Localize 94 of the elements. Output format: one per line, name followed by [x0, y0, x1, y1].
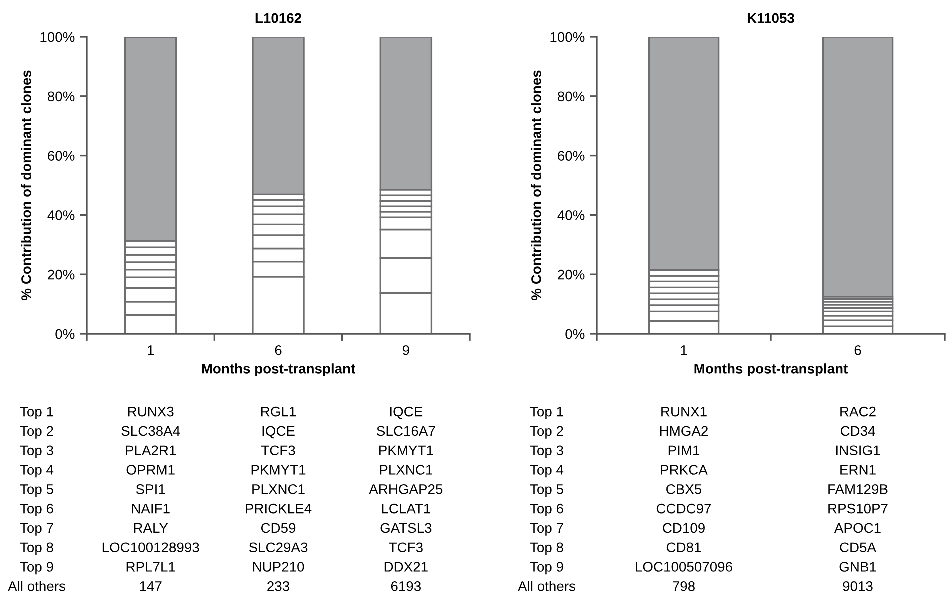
text: SLC29A3 — [249, 542, 308, 553]
text: Top 4 — [530, 465, 564, 478]
text: Top 9 — [20, 562, 54, 575]
text: Top 7 — [20, 523, 54, 536]
text: SLC16A7 — [377, 426, 436, 436]
y-tick-label: 0% — [56, 329, 75, 340]
text: INSIG1 — [836, 446, 880, 456]
text: CD34 — [840, 426, 876, 436]
text: SLC38A4 — [122, 426, 180, 436]
text: NUP210 — [253, 562, 304, 572]
y-tick-label: 100% — [550, 32, 585, 42]
y-tick-label: 80% — [48, 92, 75, 102]
y-tick-label: 100% — [40, 32, 75, 42]
text: RPS10P7 — [828, 504, 888, 514]
text: Top 8 — [20, 542, 54, 556]
text: CD109 — [663, 523, 705, 534]
y-tick-label: 20% — [48, 270, 75, 280]
text: RUNX1 — [662, 407, 707, 417]
text: PRICKLE4 — [246, 504, 312, 514]
y-tick-label: 40% — [48, 210, 75, 220]
x-tick-label: 6 — [275, 345, 282, 356]
text: RALY — [134, 523, 168, 533]
chart-title: K11053 — [748, 13, 794, 24]
text: GATSL3 — [380, 523, 432, 534]
text: GNB1 — [840, 562, 876, 572]
text: TCF3 — [389, 542, 423, 553]
y-tick-label: 60% — [558, 151, 585, 161]
text: CD5A — [840, 542, 876, 553]
text: SPI1 — [136, 484, 166, 494]
text: RGL1 — [262, 406, 296, 417]
text: PKMYT1 — [380, 446, 434, 456]
text: OPRM1 — [126, 465, 175, 475]
text: 9013 — [843, 581, 873, 592]
text: NAIF1 — [132, 504, 170, 514]
x-axis-title: Months post-transplant — [694, 364, 848, 377]
text: Top 4 — [20, 465, 54, 478]
x-tick-label: 1 — [148, 346, 154, 356]
text: DDX21 — [384, 562, 428, 572]
text: TCF3 — [261, 446, 296, 456]
text: Top 2 — [20, 426, 54, 439]
x-axis-title: Months post-transplant — [202, 364, 356, 377]
text: CD59 — [261, 523, 296, 534]
x-tick-label: 6 — [854, 345, 862, 356]
y-axis-title: % Contribution of dominant clones — [531, 70, 542, 300]
text: 147 — [140, 582, 162, 592]
text: FAM129B — [828, 484, 888, 494]
text: Top 8 — [530, 542, 564, 556]
text: Top 7 — [530, 523, 564, 536]
text: ERN1 — [840, 465, 876, 475]
text: Top 1 — [20, 407, 54, 420]
bar — [822, 37, 894, 298]
text: PLXNC1 — [252, 484, 305, 494]
text: CD81 — [666, 542, 702, 553]
text: Top 6 — [530, 504, 564, 516]
text: LCLAT1 — [382, 504, 430, 514]
text: HMGA2 — [660, 426, 708, 436]
y-tick-label: 40% — [558, 210, 585, 220]
text: PIM1 — [668, 446, 700, 456]
text: CCDC97 — [656, 504, 712, 514]
y-tick-label: 80% — [558, 92, 585, 102]
text: Top 1 — [530, 407, 564, 420]
text: All others — [8, 581, 66, 592]
text: PLA2R1 — [126, 446, 176, 456]
text: ARHGAP25 — [369, 484, 443, 494]
text: PRKCA — [661, 465, 708, 475]
chart-title: L10162 — [256, 13, 302, 24]
text: LOC100128993 — [102, 542, 200, 553]
text: Top 3 — [530, 446, 564, 458]
y-tick-label: 60% — [48, 151, 75, 161]
text: Top 2 — [530, 426, 564, 439]
x-tick-label: 1 — [681, 346, 688, 356]
text: CBX5 — [666, 484, 702, 494]
y-tick-label: 0% — [566, 329, 585, 340]
text: PLXNC1 — [380, 465, 433, 475]
y-tick-label: 20% — [558, 270, 585, 280]
text: Top 9 — [530, 562, 564, 575]
text: Top 5 — [20, 484, 54, 498]
text: Top 6 — [20, 504, 54, 516]
text: Top 3 — [20, 446, 54, 458]
text: APOC1 — [834, 523, 881, 534]
text: Top 5 — [530, 484, 564, 498]
y-axis-title: % Contribution of dominant clones — [21, 70, 32, 300]
text: RUNX3 — [128, 406, 174, 417]
text: RAC2 — [840, 406, 876, 417]
text: 798 — [673, 581, 695, 592]
x-tick-label: 9 — [402, 345, 410, 356]
text: PKMYT1 — [252, 465, 306, 475]
text: 233 — [268, 581, 290, 592]
text: IQCE — [390, 406, 423, 420]
text: All others — [518, 581, 576, 592]
text: RPL7L1 — [126, 562, 176, 572]
text: IQCE — [262, 426, 295, 439]
text: LOC100507096 — [636, 562, 732, 572]
text: 6193 — [391, 581, 422, 592]
